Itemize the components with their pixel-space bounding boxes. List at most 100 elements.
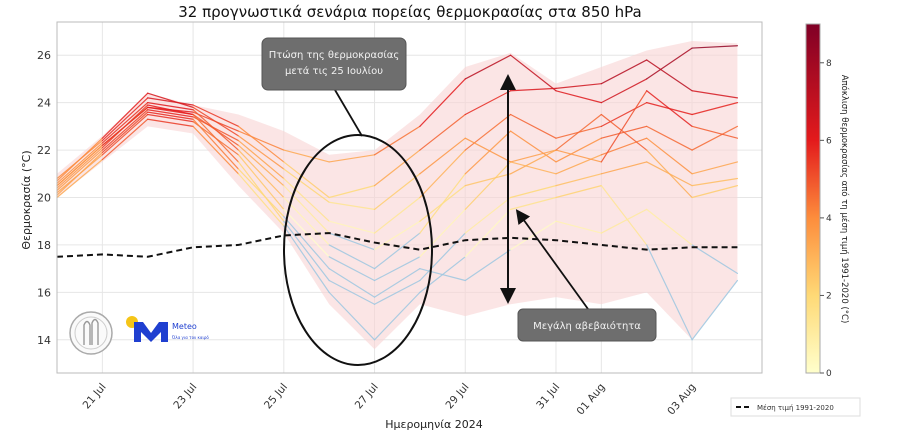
member-segment (510, 113, 557, 139)
member-segment (373, 256, 421, 282)
member-segment (147, 102, 194, 111)
member-segment (510, 130, 557, 163)
member-segment (510, 87, 557, 92)
colorbar-tick-label: 6 (826, 136, 832, 146)
member-segment (56, 137, 103, 182)
climatology-dashed-line (56, 232, 738, 258)
drop-annotation-line2: μετά τις 25 Ιουλίου (285, 65, 383, 77)
member-segment (147, 92, 194, 108)
member-segment (691, 90, 739, 99)
member-segment (373, 232, 421, 270)
member-segment (283, 168, 330, 203)
x-tick-label: 03 Aug (665, 381, 698, 417)
x-tick-label: 25 Jul (262, 381, 290, 411)
x-tick-label: 27 Jul (353, 381, 381, 411)
member-segment (510, 196, 557, 210)
y-tick-label: 22 (37, 144, 51, 157)
member-segment (555, 154, 602, 175)
member-segment (646, 208, 693, 246)
member-segment (555, 173, 602, 187)
member-segment (237, 161, 285, 222)
member-segment (237, 144, 285, 187)
member-segment (373, 125, 421, 156)
colorbar-tick-label: 4 (826, 214, 832, 224)
x-tick-label: 31 Jul (534, 381, 562, 411)
member-segment (283, 220, 330, 282)
member-segment (600, 102, 648, 127)
member-segment (691, 244, 739, 274)
member-segment (192, 104, 240, 127)
member-segment (646, 149, 693, 199)
member-segment (283, 177, 330, 222)
x-tick-label: 29 Jul (443, 381, 471, 411)
member-segment (419, 149, 466, 199)
member-segment (419, 137, 466, 175)
member-segment (283, 196, 330, 246)
meteo-logo: Meteo Όλα για τον καιρό (126, 316, 209, 342)
drop-pointer-line (334, 89, 363, 137)
member-segment (192, 118, 240, 170)
member-segment (101, 113, 149, 156)
member-segment (373, 268, 421, 298)
member-segment (691, 45, 739, 49)
legend-label: Μέση τιμή 1991-2020 (757, 404, 834, 412)
member-segment (373, 279, 421, 305)
member-segment (555, 90, 602, 104)
member-segment (328, 291, 376, 341)
member-segment (691, 279, 739, 341)
member-segment (101, 111, 149, 154)
member-segment (373, 220, 421, 251)
drop-ellipse (283, 134, 433, 366)
member-segment (691, 125, 739, 151)
colorbar-ticks: 0 2 4 6 8 (820, 59, 832, 379)
member-segment (510, 185, 557, 199)
member-segment (600, 78, 648, 104)
y-axis-label: Θερμοκρασία (°C) (20, 150, 33, 249)
climatology-line (56, 232, 738, 258)
member-segment (101, 106, 149, 146)
member-segment (56, 144, 103, 187)
member-segment (646, 47, 693, 80)
member-segment (101, 97, 149, 142)
member-segment (328, 154, 376, 163)
member-segment (691, 161, 739, 175)
member-segment (192, 113, 240, 163)
x-axis-label: Ημερομηνία 2024 (385, 418, 483, 431)
y-tick-label: 16 (37, 286, 51, 299)
member-segment (646, 244, 693, 341)
member-segment (328, 244, 376, 270)
member-segment (646, 137, 693, 175)
member-segment (691, 185, 739, 199)
member-segment (283, 185, 330, 234)
member-segment (419, 78, 466, 127)
member-segment (237, 149, 285, 199)
member-segment (464, 54, 512, 80)
member-segment (600, 208, 648, 234)
member-segment (691, 125, 739, 139)
colorbar-label: Απόκλιση θερμοκρασίας από τη μέση τιμή 1… (839, 75, 850, 324)
member-segment (600, 113, 648, 151)
member-segment (101, 118, 149, 161)
drop-annotation-box (261, 37, 407, 91)
meteo-logo-tagline: Όλα για τον καιρό (171, 335, 209, 340)
member-segment (555, 149, 602, 163)
colorbar-tick-label: 8 (826, 59, 832, 69)
y-ticks: 14 16 18 20 22 24 26 (37, 49, 51, 347)
member-segment (600, 161, 648, 175)
meteo-logo-text: Meteo (172, 322, 197, 331)
y-tick-label: 26 (37, 49, 51, 62)
member-segment (283, 225, 330, 293)
member-segment (147, 113, 194, 123)
member-segment (419, 185, 466, 222)
member-segment (56, 151, 103, 196)
ensemble-members (56, 45, 739, 341)
member-segment (101, 109, 149, 151)
member-segment (56, 147, 103, 189)
member-segment (600, 137, 648, 156)
member-segment (147, 97, 194, 106)
member-segment (237, 139, 285, 180)
member-segment (555, 83, 602, 90)
member-segment (192, 116, 240, 142)
member-segment (328, 232, 376, 251)
